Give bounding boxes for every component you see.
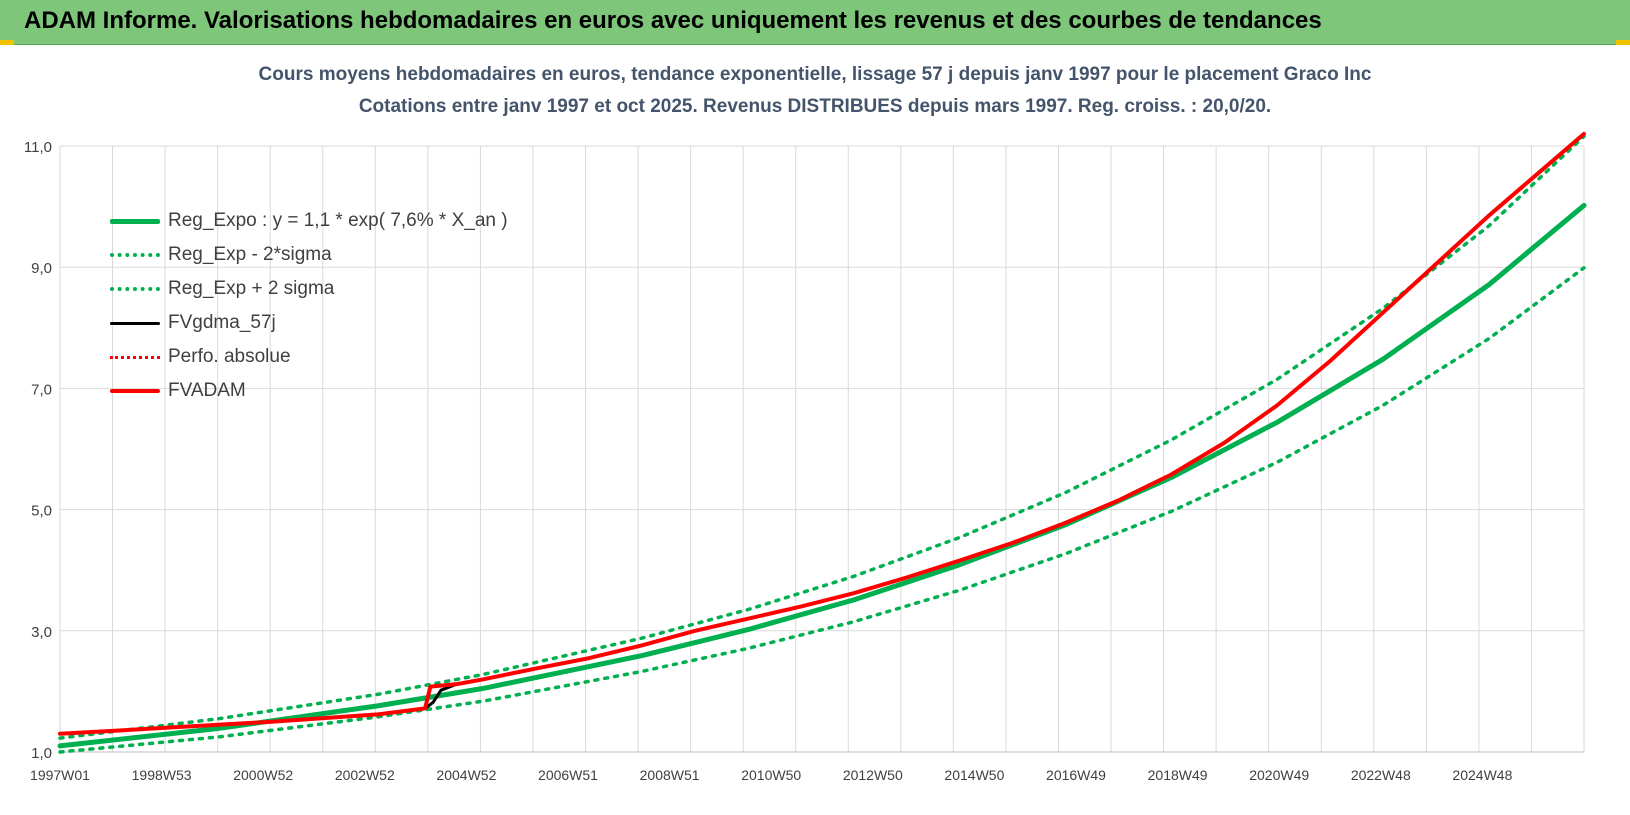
- y-tick-label: 11,0: [24, 139, 52, 156]
- legend-swatch: [110, 381, 160, 401]
- series-line-5: [58, 131, 1586, 736]
- legend-item: FVADAM: [110, 374, 508, 408]
- legend-swatch: [110, 245, 160, 265]
- x-tick-label: 2002W52: [335, 767, 395, 783]
- legend-label: Perfo. absolue: [168, 346, 291, 367]
- chart-plot: 1,0 3,0 5,0 7,0 9,0 11,0 1997W01 1998W53 2000W52…: [24, 131, 1587, 783]
- series-line-1: [58, 266, 1586, 754]
- legend-item: Reg_Expo : y = 1,1 * exp( 7,6% * X_an ): [110, 204, 508, 238]
- legend-swatch: [110, 313, 160, 333]
- x-tick-label: 2012W50: [843, 767, 903, 783]
- legend-label: FVgdma_57j: [168, 312, 276, 333]
- x-tick-label: 2014W50: [944, 767, 1004, 783]
- y-tick-label: 3,0: [31, 624, 52, 641]
- legend-label: Reg_Exp + 2 sigma: [168, 278, 335, 299]
- legend-label: Reg_Expo : y = 1,1 * exp( 7,6% * X_an ): [168, 210, 508, 231]
- x-tick-label: 2004W52: [436, 767, 496, 783]
- legend-label: FVADAM: [168, 380, 246, 401]
- x-tick-label: 2016W49: [1046, 767, 1106, 783]
- legend-swatch: [110, 279, 160, 299]
- x-tick-label: 1998W53: [132, 767, 192, 783]
- legend-item: Reg_Exp - 2*sigma: [110, 238, 508, 272]
- x-tick-label: 2020W49: [1249, 767, 1309, 783]
- series-line-0: [57, 202, 1587, 749]
- banner-title: ADAM Informe. Valorisations hebdomadaire…: [24, 7, 1322, 34]
- y-tick-label: 1,0: [31, 745, 52, 762]
- x-tick-label: 2008W51: [640, 767, 700, 783]
- corner-marker-right: [1616, 40, 1630, 45]
- legend-label: Reg_Exp - 2*sigma: [168, 244, 332, 265]
- y-tick-label: 9,0: [31, 260, 52, 277]
- x-tick-label: 1997W01: [30, 767, 90, 783]
- corner-marker-left: [0, 40, 14, 45]
- chart-title-line1: Cours moyens hebdomadaires en euros, ten…: [258, 64, 1372, 85]
- y-tick-label: 5,0: [31, 503, 52, 520]
- chart-legend: Reg_Expo : y = 1,1 * exp( 7,6% * X_an ) R…: [110, 204, 508, 408]
- chart-area: Cours moyens hebdomadaires en euros, ten…: [0, 46, 1630, 815]
- legend-item: Reg_Exp + 2 sigma: [110, 272, 508, 306]
- y-tick-label: 7,0: [31, 381, 52, 398]
- chart-title-line2: Cotations entre janv 1997 et oct 2025. R…: [358, 96, 1272, 117]
- legend-item: Perfo. absolue: [110, 340, 508, 374]
- x-tick-label: 2010W50: [741, 767, 801, 783]
- legend-item: FVgdma_57j: [110, 306, 508, 340]
- x-tick-label: 2024W48: [1452, 767, 1512, 783]
- legend-swatch: [110, 347, 160, 367]
- x-tick-label: 2006W51: [538, 767, 598, 783]
- x-tick-label: 2000W52: [233, 767, 293, 783]
- series-line-2: [58, 134, 1586, 740]
- x-tick-label: 2018W49: [1148, 767, 1208, 783]
- legend-swatch: [110, 211, 160, 231]
- banner: ADAM Informe. Valorisations hebdomadaire…: [0, 0, 1630, 45]
- x-tick-label: 2022W48: [1351, 767, 1411, 783]
